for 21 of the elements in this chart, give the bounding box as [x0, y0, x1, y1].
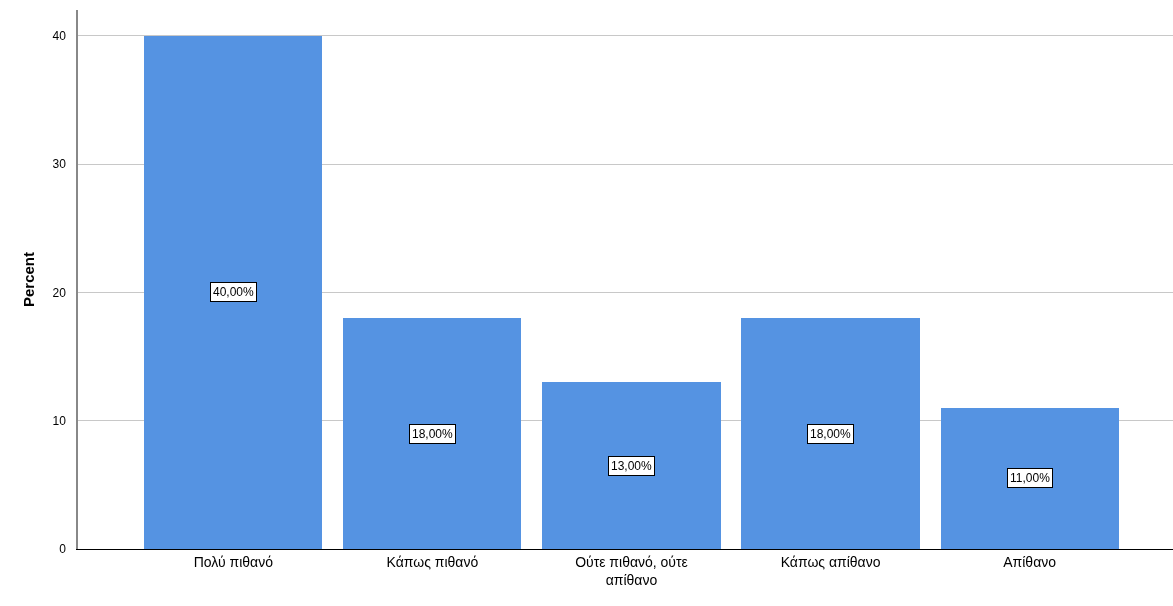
y-tick-label: 20 — [52, 285, 67, 300]
x-tick-label: Απίθανο — [1003, 553, 1057, 570]
y-tick-label: 30 — [52, 157, 67, 172]
data-label: 13,00% — [611, 459, 653, 473]
y-tick-label: 0 — [59, 542, 67, 557]
bar — [343, 318, 521, 549]
bar — [144, 36, 322, 549]
x-tick-label: Πολύ πιθανό — [193, 553, 274, 570]
data-label: 40,00% — [213, 285, 255, 299]
bar — [542, 382, 721, 549]
x-tick-label: Κάπως απίθανο — [780, 553, 881, 570]
bar — [741, 318, 920, 549]
x-tick-label: Κάπως πιθανό — [386, 553, 479, 570]
x-tick-label: Ούτε πιθανό, ούτε απίθανο — [575, 553, 688, 588]
y-axis-title: Percent — [20, 251, 38, 308]
y-tick-label: 10 — [52, 413, 67, 428]
data-label: 18,00% — [810, 427, 852, 441]
y-tick-label: 40 — [52, 28, 67, 43]
data-label: 11,00% — [1010, 471, 1051, 485]
bar — [941, 408, 1119, 549]
data-label: 18,00% — [412, 427, 454, 441]
